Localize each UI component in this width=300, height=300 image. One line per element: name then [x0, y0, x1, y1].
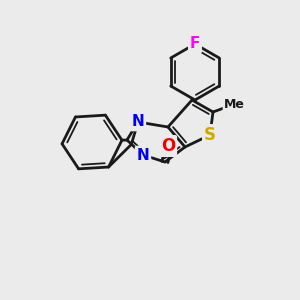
- Text: N: N: [136, 148, 149, 163]
- Text: O: O: [161, 137, 175, 155]
- Text: Me: Me: [224, 98, 245, 111]
- Text: N: N: [132, 115, 144, 130]
- Text: F: F: [190, 37, 200, 52]
- Text: S: S: [204, 126, 216, 144]
